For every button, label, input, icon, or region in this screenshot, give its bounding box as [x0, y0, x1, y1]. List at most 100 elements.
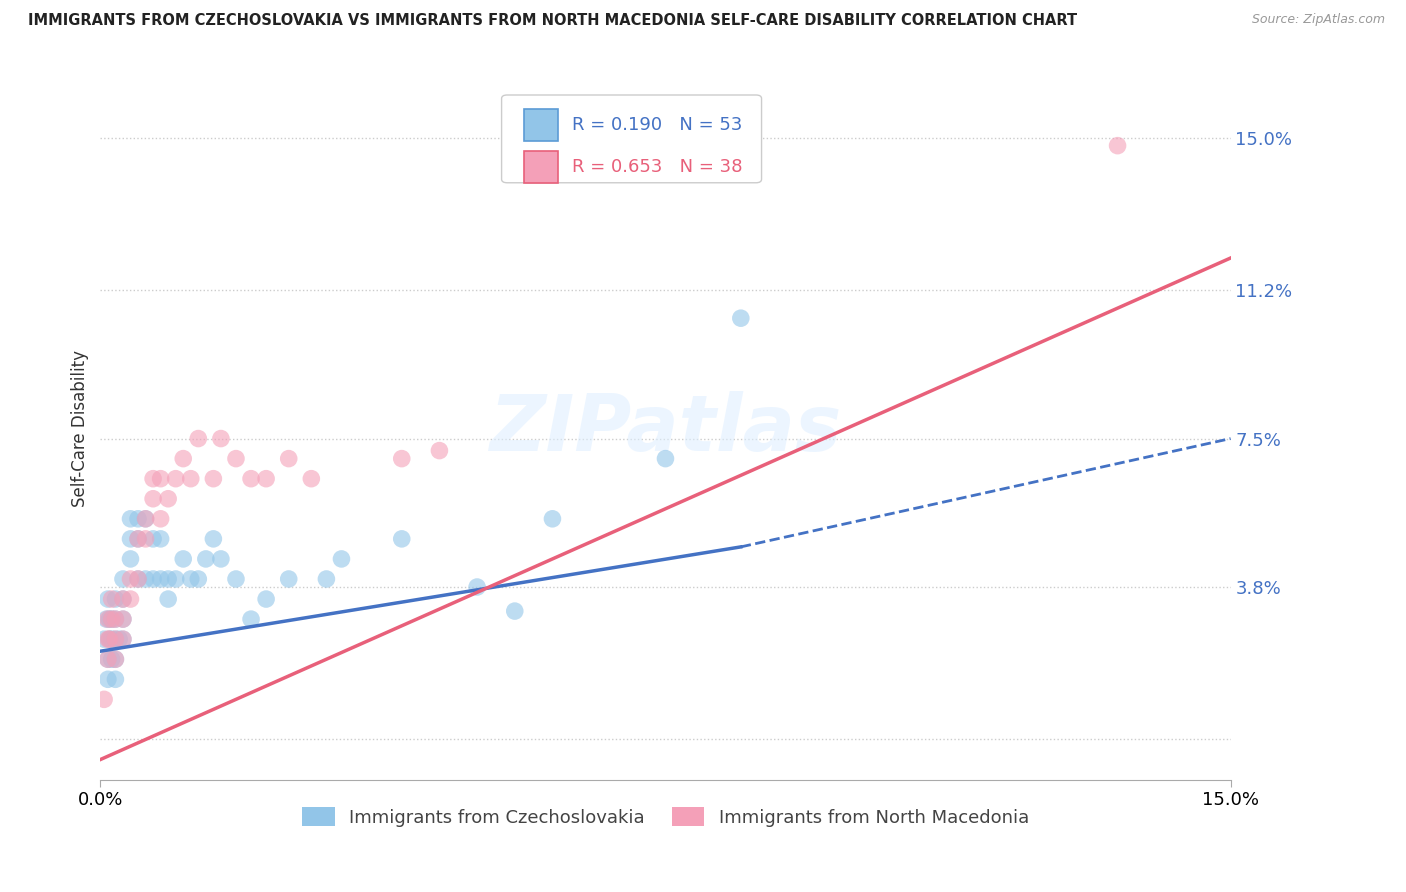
Point — [104, 592, 127, 607]
Point — [225, 572, 247, 586]
Point — [104, 652, 127, 666]
Point — [277, 572, 299, 586]
Point — [194, 552, 217, 566]
Text: R = 0.190   N = 53: R = 0.190 N = 53 — [572, 116, 742, 134]
Point — [330, 552, 353, 566]
Point — [120, 572, 142, 586]
Point — [391, 451, 413, 466]
Point — [97, 652, 120, 666]
Legend: Immigrants from Czechoslovakia, Immigrants from North Macedonia: Immigrants from Czechoslovakia, Immigran… — [295, 800, 1036, 834]
FancyBboxPatch shape — [524, 109, 558, 141]
Point — [209, 432, 232, 446]
Point — [104, 632, 127, 647]
Point — [98, 632, 121, 647]
Point — [93, 632, 115, 647]
Point — [142, 572, 165, 586]
Point — [209, 552, 232, 566]
Point — [104, 673, 127, 687]
Point — [391, 532, 413, 546]
Point — [98, 612, 121, 626]
Point — [135, 532, 157, 546]
Point — [149, 532, 172, 546]
Point — [100, 652, 122, 666]
Point — [180, 472, 202, 486]
Point — [111, 632, 134, 647]
Point — [165, 572, 187, 586]
Point — [135, 512, 157, 526]
Point — [157, 572, 180, 586]
Point — [165, 472, 187, 486]
Point — [100, 592, 122, 607]
Point — [149, 512, 172, 526]
Point — [120, 532, 142, 546]
Point — [187, 432, 209, 446]
Point — [240, 472, 263, 486]
Point — [142, 472, 165, 486]
Point — [429, 443, 451, 458]
Point — [187, 572, 209, 586]
FancyBboxPatch shape — [502, 95, 762, 183]
Point — [730, 311, 752, 326]
Point — [277, 451, 299, 466]
Point — [111, 612, 134, 626]
Point — [100, 632, 122, 647]
Point — [240, 612, 263, 626]
Point — [111, 592, 134, 607]
Point — [541, 512, 564, 526]
Text: Source: ZipAtlas.com: Source: ZipAtlas.com — [1251, 13, 1385, 27]
Point — [654, 451, 676, 466]
Point — [104, 632, 127, 647]
Point — [172, 451, 194, 466]
Point — [202, 472, 225, 486]
Point — [503, 604, 526, 618]
Point — [1107, 138, 1129, 153]
Point — [108, 632, 131, 647]
Point — [97, 632, 120, 647]
Point — [111, 612, 134, 626]
Point — [254, 472, 277, 486]
Point — [120, 552, 142, 566]
Point — [157, 592, 180, 607]
Point — [135, 512, 157, 526]
Point — [120, 592, 142, 607]
Point — [299, 472, 322, 486]
Point — [111, 592, 134, 607]
Point — [254, 592, 277, 607]
Text: R = 0.653   N = 38: R = 0.653 N = 38 — [572, 158, 742, 176]
Point — [93, 692, 115, 706]
FancyBboxPatch shape — [524, 151, 558, 183]
Point — [127, 512, 149, 526]
Y-axis label: Self-Care Disability: Self-Care Disability — [72, 350, 89, 507]
Point — [97, 673, 120, 687]
Point — [104, 612, 127, 626]
Point — [111, 632, 134, 647]
Point — [104, 652, 127, 666]
Point — [98, 632, 121, 647]
Point — [142, 491, 165, 506]
Point — [100, 612, 122, 626]
Point — [149, 472, 172, 486]
Point — [97, 652, 120, 666]
Point — [202, 532, 225, 546]
Point — [97, 612, 120, 626]
Point — [104, 612, 127, 626]
Point — [100, 612, 122, 626]
Point — [465, 580, 488, 594]
Point — [172, 552, 194, 566]
Point — [127, 572, 149, 586]
Point — [97, 592, 120, 607]
Point — [315, 572, 337, 586]
Point — [142, 532, 165, 546]
Point — [127, 532, 149, 546]
Point — [120, 512, 142, 526]
Point — [127, 532, 149, 546]
Text: ZIPatlas: ZIPatlas — [489, 391, 842, 467]
Point — [157, 491, 180, 506]
Point — [149, 572, 172, 586]
Point — [180, 572, 202, 586]
Point — [111, 572, 134, 586]
Point — [127, 572, 149, 586]
Point — [225, 451, 247, 466]
Text: IMMIGRANTS FROM CZECHOSLOVAKIA VS IMMIGRANTS FROM NORTH MACEDONIA SELF-CARE DISA: IMMIGRANTS FROM CZECHOSLOVAKIA VS IMMIGR… — [28, 13, 1077, 29]
Point — [135, 572, 157, 586]
